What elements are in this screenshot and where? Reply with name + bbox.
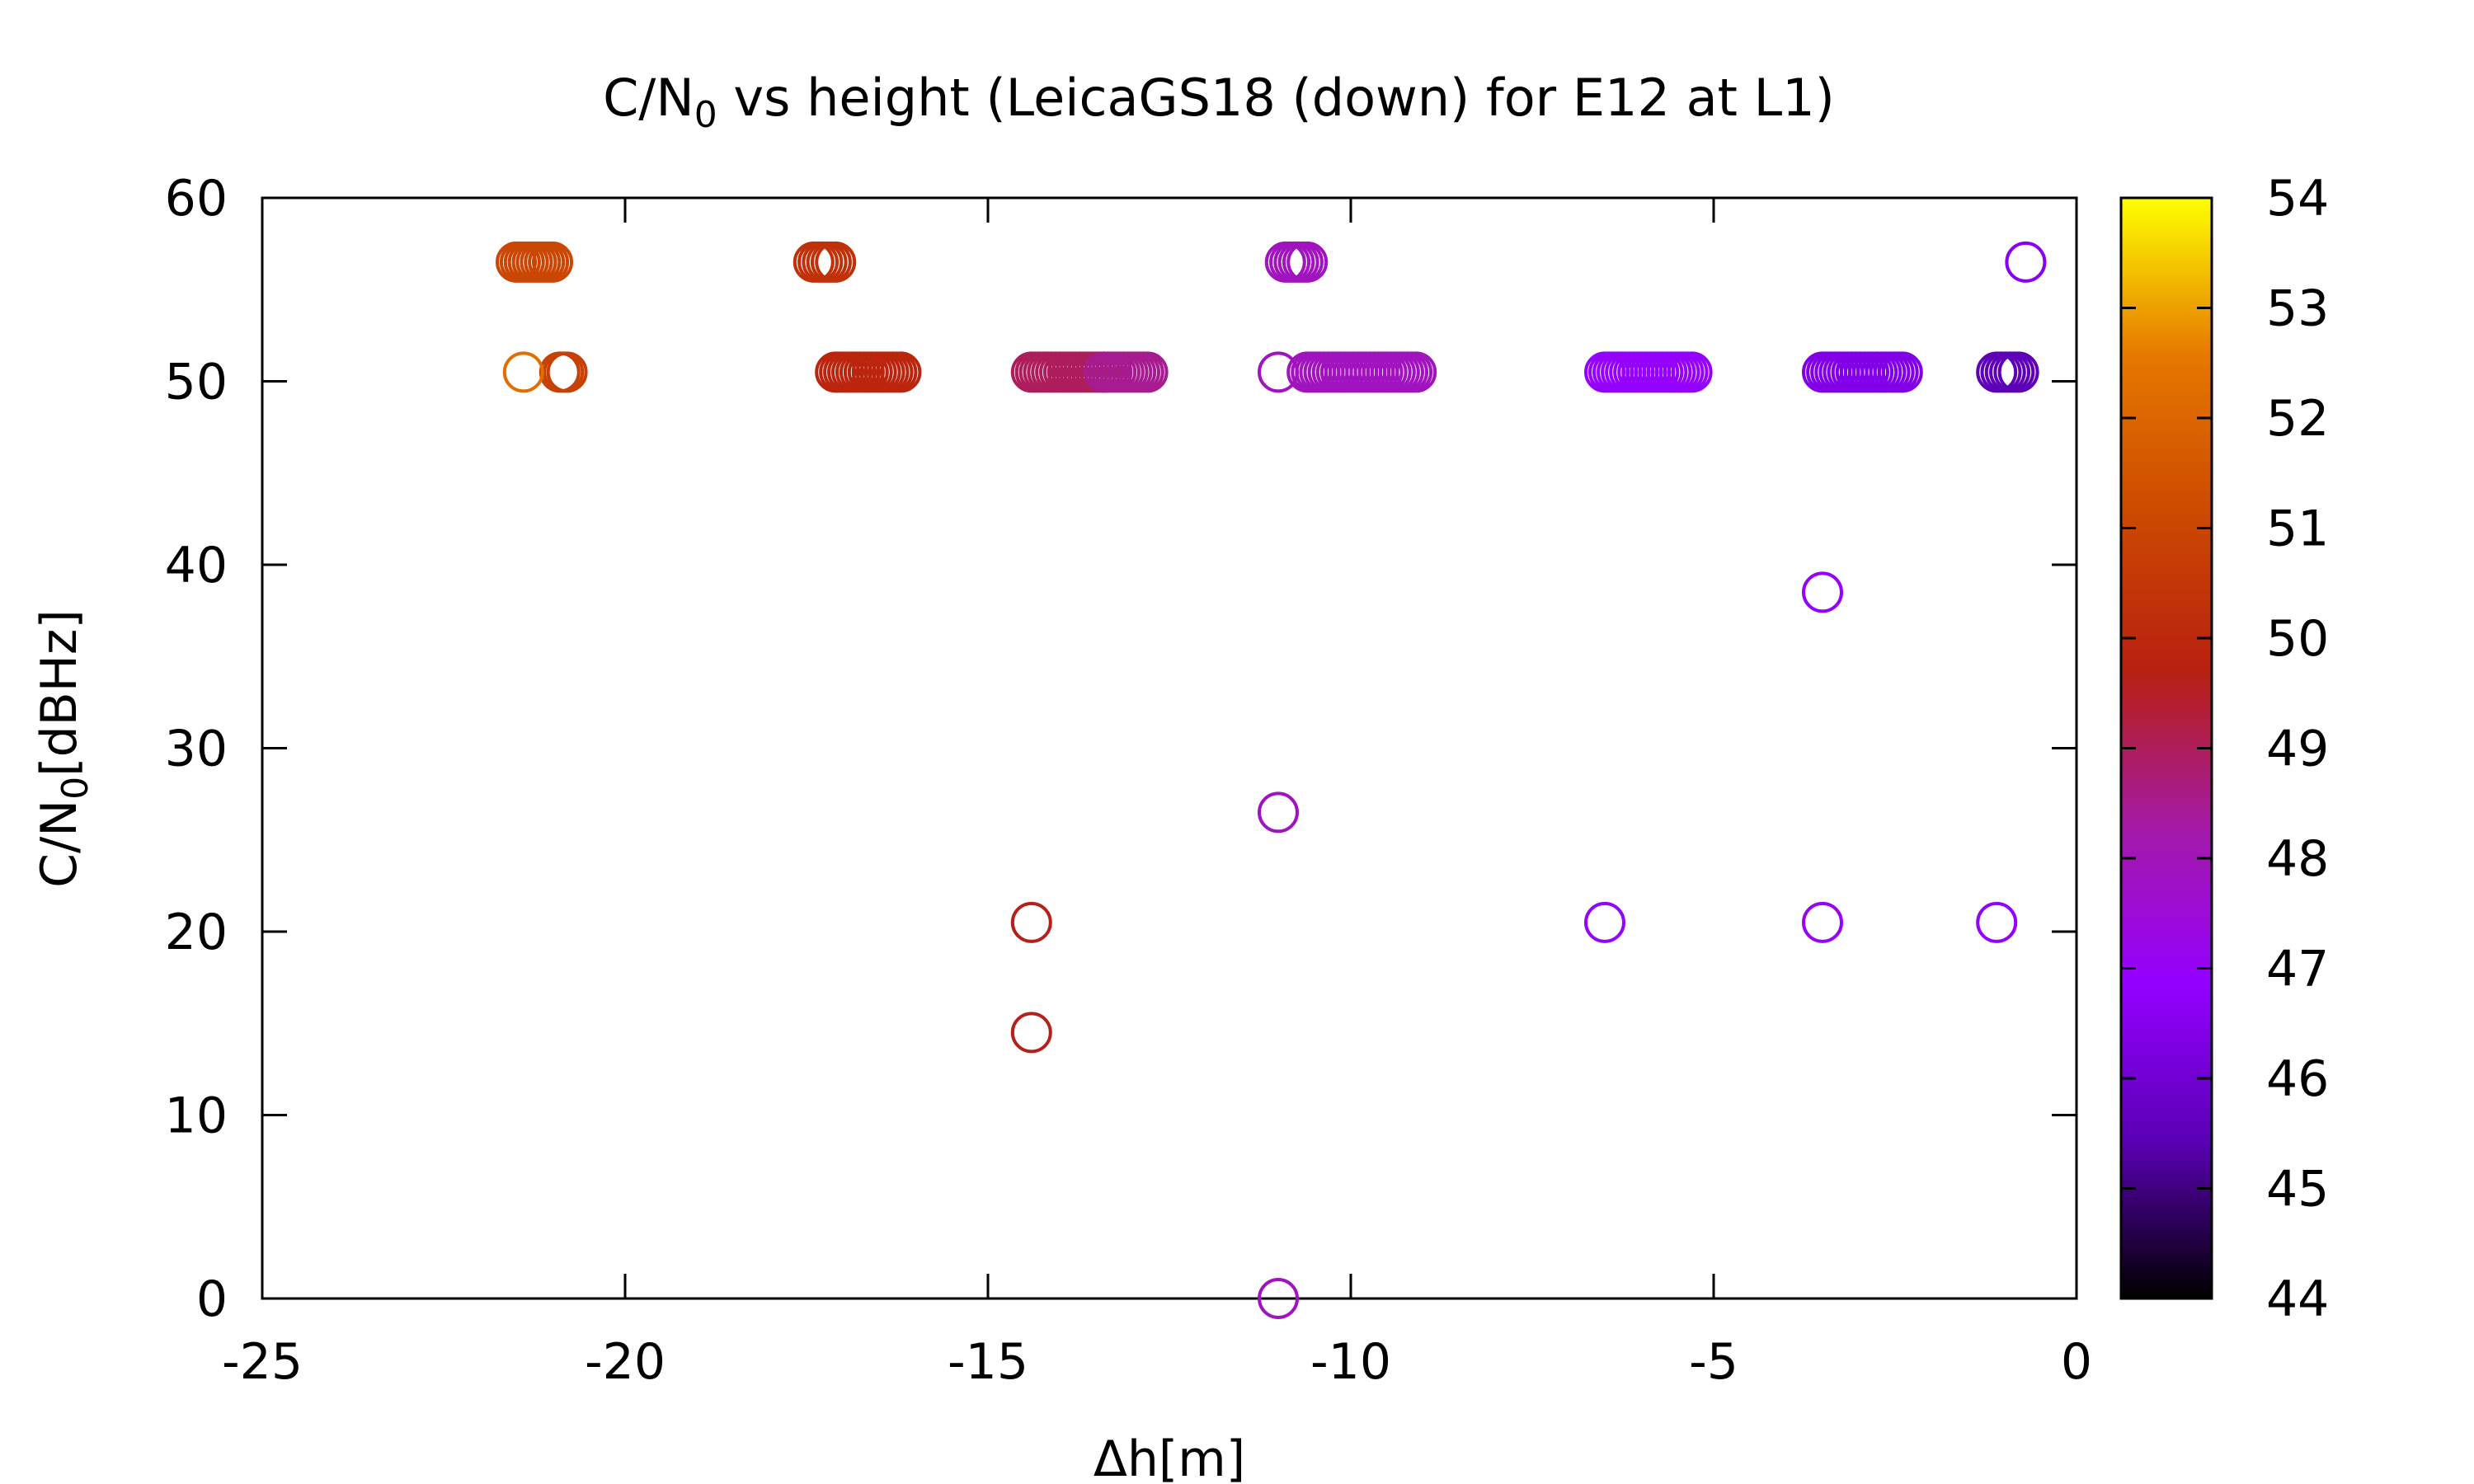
data-point [543,351,585,393]
colorbar-tick-label: 47 [2266,941,2329,998]
x-tick-label: -20 [585,1333,666,1391]
y-tick-label: 60 [165,170,228,228]
colorbar-tick-label: 46 [2266,1050,2329,1108]
y-axis-title-main: C/N [31,800,88,888]
colorbar-tick-label: 50 [2266,610,2329,668]
colorbar-tick-label: 52 [2266,390,2329,448]
x-axis: -25 -20 -15 -10 -5 0 [222,198,2092,1391]
data-point [1671,351,1713,393]
data-markers [496,241,2047,1319]
data-point [1258,351,1299,393]
y-axis-title: C/N0[dBHz] [31,609,96,888]
colorbar-tick-label: 45 [2266,1161,2329,1219]
data-point [1802,571,1843,613]
data-point [1258,791,1299,834]
data-point [1126,351,1169,393]
colorbar-tick-label: 49 [2266,721,2329,778]
y-tick-label: 40 [165,537,228,594]
x-tick-label: -5 [1689,1333,1738,1391]
colorbar-tick-label: 48 [2266,830,2329,888]
data-point [1286,241,1329,283]
y-tick-label: 10 [165,1087,228,1145]
colorbar-gradient [2119,196,2213,1300]
data-point [1395,351,1437,393]
data-point [1976,901,2018,943]
data-point [502,351,544,393]
data-point [532,241,573,283]
y-tick-label: 0 [196,1270,228,1328]
x-axis-title: Δh[m] [1094,1430,1245,1484]
y-axis-title-subscript: 0 [54,777,96,800]
data-point [546,351,588,393]
x-tick-label: -10 [1310,1333,1391,1391]
chart-title-subscript: 0 [694,94,717,136]
y-tick-label: 20 [165,904,228,961]
data-point [1584,901,1625,943]
x-tick-label: -25 [222,1333,303,1391]
y-tick-label: 30 [165,721,228,778]
colorbar-tick-label: 51 [2266,500,2329,558]
data-point [1997,351,2039,393]
data-point [1258,1278,1299,1319]
data-point [2005,241,2047,283]
chart-title: C/N0 vs height (LeicaGS18 (down) for E12… [603,68,1835,136]
chart-title-rest: vs height (LeicaGS18 (down) for E12 at L… [717,68,1835,128]
y-axis-title-rest: [dBHz] [31,609,88,777]
colorbar-tick-label: 54 [2266,170,2329,228]
y-tick-label: 50 [165,354,228,411]
data-point [1881,351,1923,393]
data-point [880,351,922,393]
colorbar-tick-label: 44 [2266,1270,2329,1328]
chart-title-main: C/N [603,68,694,128]
x-tick-label: 0 [2061,1333,2092,1391]
data-point [1010,1012,1052,1054]
colorbar-tick-label: 53 [2266,280,2329,338]
x-tick-label: -15 [948,1333,1028,1391]
data-point [1802,901,1843,943]
y-axis: 0 10 20 30 40 50 60 [165,170,2077,1328]
data-point [815,241,857,283]
data-point [1010,901,1052,943]
colorbar-axis: 44 45 46 47 48 49 50 51 52 53 54 [2121,170,2329,1328]
